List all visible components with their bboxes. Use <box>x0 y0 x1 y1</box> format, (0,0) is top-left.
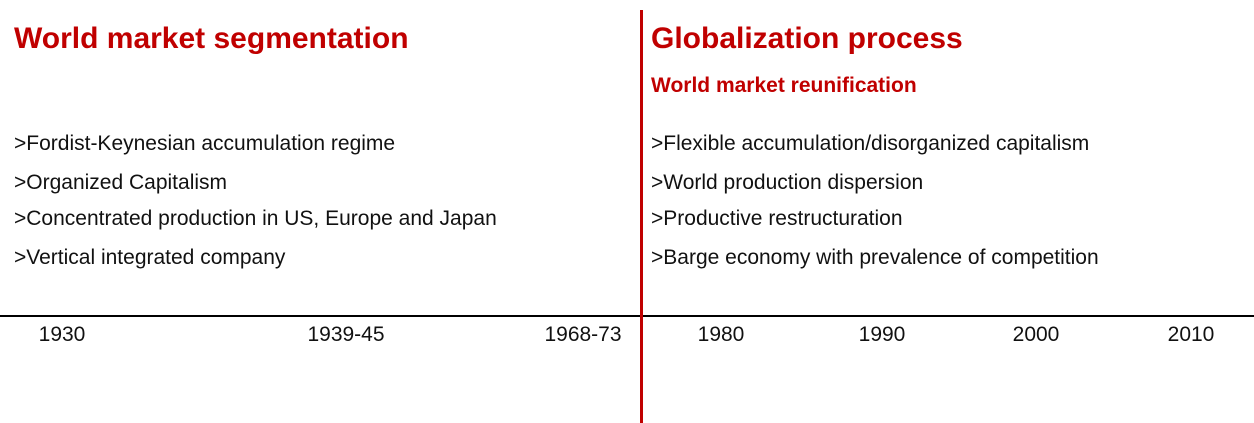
left-item: >Fordist-Keynesian accumulation regime <box>14 132 396 155</box>
right-item: >Flexible accumulation/disorganized capi… <box>651 132 1090 155</box>
timeline-year: 2000 <box>1012 323 1060 346</box>
left-item: >Organized Capitalism <box>14 171 228 194</box>
timeline-year: 2010 <box>1167 323 1215 346</box>
right-item: >Barge economy with prevalence of compet… <box>651 246 1099 269</box>
left-title: World market segmentation <box>14 22 409 55</box>
timeline-year: 1930 <box>38 323 86 346</box>
divider <box>640 10 643 423</box>
left-item: >Concentrated production in US, Europe a… <box>14 207 497 230</box>
timeline-year: 1990 <box>858 323 906 346</box>
timeline-year: 1980 <box>697 323 745 346</box>
right-title: Globalization process <box>651 22 963 55</box>
right-item: >World production dispersion <box>651 171 924 194</box>
right-subtitle: World market reunification <box>651 74 917 97</box>
timeline-year: 1939-45 <box>307 323 385 346</box>
right-item: >Productive restructuration <box>651 207 903 230</box>
left-item: >Vertical integrated company <box>14 246 286 269</box>
timeline-year: 1968-73 <box>544 323 622 346</box>
timeline-axis <box>0 315 1254 317</box>
